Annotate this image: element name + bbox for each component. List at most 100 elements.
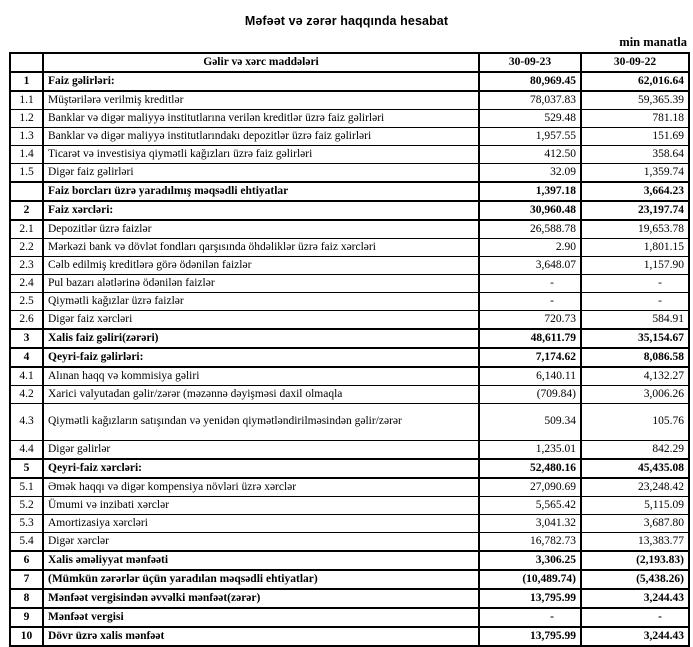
value-30-09-23: 509.34 xyxy=(478,403,582,441)
table-row: 2.6 Digər faiz xərcləri 720.73 584.91 xyxy=(9,310,690,330)
row-number: 10 xyxy=(9,626,44,647)
value-30-09-22: 3,664.23 xyxy=(580,181,690,202)
header-row-number xyxy=(9,52,44,73)
value-30-09-22: 584.91 xyxy=(580,310,690,330)
pnl-table: Gəlir və xərc maddələri 30-09-23 30-09-2… xyxy=(9,52,690,647)
row-label: Pul bazarı alətlərinə ödənilən faizlər xyxy=(42,274,480,293)
row-label: Digər gəlirlər xyxy=(42,440,480,460)
header-item-label: Gəlir və xərc maddələri xyxy=(42,52,480,73)
value-30-09-22: 3,244.43 xyxy=(580,588,690,609)
table-row: 5.4 Digər xərclər 16,782.73 13,383.77 xyxy=(9,532,690,552)
row-label: Qiymətli kağızların satışından və yenidə… xyxy=(42,403,480,441)
row-label: Qeyri-faiz gəlirləri: xyxy=(42,347,480,368)
row-label: Depozitlər üzrə faizlər xyxy=(42,219,480,239)
value-30-09-22: 105.76 xyxy=(580,403,690,441)
header-date-30-09-22: 30-09-22 xyxy=(580,52,690,73)
row-number: 3 xyxy=(9,328,44,349)
table-row: 4.4 Digər gəlirlər 1,235.01 842.29 xyxy=(9,440,690,460)
row-number: 4.2 xyxy=(9,385,44,404)
row-number: 9 xyxy=(9,607,44,628)
value-30-09-23: - xyxy=(478,274,582,293)
value-30-09-22: - xyxy=(580,292,690,311)
row-number: 5.3 xyxy=(9,514,44,533)
row-label: Ticarət və investisiya qiymətli kağızlar… xyxy=(42,145,480,164)
value-30-09-22: - xyxy=(580,274,690,293)
row-number: 4 xyxy=(9,347,44,368)
table-row: 4 Qeyri-faiz gəlirləri: 7,174.62 8,086.58 xyxy=(9,347,690,368)
row-label: Qiymətli kağızlar üzrə faizlər xyxy=(42,292,480,311)
table-row: 5.1 Əmək haqqı və digər kompensiya növlər… xyxy=(9,477,690,497)
value-30-09-22: 5,115.09 xyxy=(580,496,690,515)
row-label: Əmək haqqı və digər kompensiya növləri ü… xyxy=(42,477,480,497)
table-row: 8 Mənfəət vergisindən əvvəlki mənfəət(zər… xyxy=(9,588,690,609)
row-label: Amortizasiya xərcləri xyxy=(42,514,480,533)
value-30-09-23: (709.84) xyxy=(478,385,582,404)
value-30-09-23: - xyxy=(478,607,582,628)
value-30-09-23: 720.73 xyxy=(478,310,582,330)
row-label: Digər faiz gəlirləri xyxy=(42,163,480,183)
value-30-09-22: 8,086.58 xyxy=(580,347,690,368)
value-30-09-22: 4,132.27 xyxy=(580,366,690,386)
row-number: 2.5 xyxy=(9,292,44,311)
value-30-09-22: 62,016.64 xyxy=(580,71,690,92)
table-row: 1.5 Digər faiz gəlirləri 32.09 1,359.74 xyxy=(9,163,690,183)
table-row: 4.2 Xarici valyutadan gəlir/zərər (məzənn… xyxy=(9,385,690,404)
row-number: 5.1 xyxy=(9,477,44,497)
table-row: 1.2 Banklar və digər maliyyə institutları… xyxy=(9,109,690,128)
row-label: Faiz borcları üzrə yaradılmış məqsədli e… xyxy=(42,181,480,202)
table-row: 5.3 Amortizasiya xərcləri 3,041.32 3,687.80 xyxy=(9,514,690,533)
unit-note: min manatla xyxy=(619,35,687,49)
table-row: Faiz borcları üzrə yaradılmış məqsədli e… xyxy=(9,181,690,202)
value-30-09-23: 80,969.45 xyxy=(478,71,582,92)
value-30-09-22: 3,244.43 xyxy=(580,626,690,647)
row-label: Dövr üzrə xalis mənfəət xyxy=(42,626,480,647)
value-30-09-22: 1,359.74 xyxy=(580,163,690,183)
row-label: Banklar və digər maliyyə institutlarında… xyxy=(42,127,480,146)
row-label: (Mümkün zərərlər üçün yaradılan məqsədli… xyxy=(42,569,480,590)
row-label: Alınan haqq və kommisiya gəliri xyxy=(42,366,480,386)
table-row: 9 Mənfəət vergisi - - xyxy=(9,607,690,628)
row-number: 1.2 xyxy=(9,109,44,128)
row-number xyxy=(9,181,44,202)
table-row: 2.3 Cəlb edilmiş kreditlərə görə ödənilən… xyxy=(9,256,690,275)
row-number: 1.3 xyxy=(9,127,44,146)
row-number: 1.1 xyxy=(9,90,44,110)
value-30-09-23: 78,037.83 xyxy=(478,90,582,110)
row-label: Mənfəət vergisindən əvvəlki mənfəət(zərə… xyxy=(42,588,480,609)
row-label: Müştərilərə verilmiş kreditlər xyxy=(42,90,480,110)
row-label: Ümumi və inzibati xərclər xyxy=(42,496,480,515)
row-label: Digər xərclər xyxy=(42,532,480,552)
header-date-30-09-23: 30-09-23 xyxy=(478,52,582,73)
value-30-09-22: 23,248.42 xyxy=(580,477,690,497)
row-number: 5 xyxy=(9,458,44,479)
table-row: 1 Faiz gəlirləri: 80,969.45 62,016.64 xyxy=(9,71,690,92)
table-row: 1.1 Müştərilərə verilmiş kreditlər 78,037.… xyxy=(9,90,690,110)
table-row: 2.1 Depozitlər üzrə faizlər 26,588.78 19,65… xyxy=(9,219,690,239)
row-number: 1.5 xyxy=(9,163,44,183)
value-30-09-22: 3,687.80 xyxy=(580,514,690,533)
value-30-09-22: 45,435.08 xyxy=(580,458,690,479)
value-30-09-23: 7,174.62 xyxy=(478,347,582,368)
value-30-09-22: 842.29 xyxy=(580,440,690,460)
value-30-09-23: 529.48 xyxy=(478,109,582,128)
row-label: Mərkəzi bank və dövlət fondları qarşısın… xyxy=(42,238,480,257)
table-row: 4.1 Alınan haqq və kommisiya gəliri 6,140.… xyxy=(9,366,690,386)
value-30-09-22: 151.69 xyxy=(580,127,690,146)
row-number: 2.4 xyxy=(9,274,44,293)
value-30-09-23: 1,957.55 xyxy=(478,127,582,146)
table-row: 7 (Mümkün zərərlər üçün yaradılan məqsədl… xyxy=(9,569,690,590)
row-number: 5.4 xyxy=(9,532,44,552)
table-row: 1.3 Banklar və digər maliyyə institutları… xyxy=(9,127,690,146)
row-number: 2.3 xyxy=(9,256,44,275)
report-title: Məfəət və zərər haqqında hesabat xyxy=(244,14,449,28)
header-row: Gəlir və xərc maddələri 30-09-23 30-09-2… xyxy=(9,52,690,73)
value-30-09-23: 1,235.01 xyxy=(478,440,582,460)
row-label: Faiz gəlirləri: xyxy=(42,71,480,92)
value-30-09-22: 59,365.39 xyxy=(580,90,690,110)
row-number: 4.3 xyxy=(9,403,44,441)
value-30-09-22: (2,193.83) xyxy=(580,550,690,571)
table-body: 1 Faiz gəlirləri: 80,969.45 62,016.64 1.1 Müş… xyxy=(9,71,690,647)
table-row: 5.2 Ümumi və inzibati xərclər 5,565.42 5,11… xyxy=(9,496,690,515)
value-30-09-23: 13,795.99 xyxy=(478,626,582,647)
value-30-09-23: 48,611.79 xyxy=(478,328,582,349)
